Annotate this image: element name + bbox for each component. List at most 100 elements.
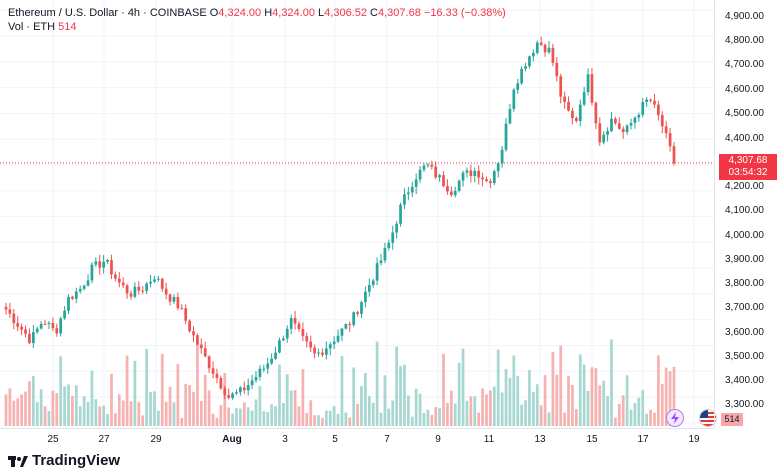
candle-body — [438, 175, 441, 178]
candle-body — [8, 309, 12, 314]
candle-body — [63, 310, 66, 319]
volume-bar — [414, 388, 418, 426]
volume-bar — [563, 412, 566, 426]
lightning-icon[interactable] — [666, 409, 684, 427]
candle-body — [469, 170, 473, 176]
volume-bar — [625, 375, 629, 426]
volume-bar — [313, 415, 316, 426]
candle-body — [51, 322, 55, 329]
volume-bar — [664, 367, 668, 426]
volume-bar — [485, 394, 488, 426]
volume-bar — [614, 417, 617, 426]
volume-bar — [395, 346, 399, 426]
candle-body — [184, 308, 188, 321]
volume-bar — [145, 348, 148, 426]
tradingview-logo[interactable]: TradingView — [8, 452, 120, 469]
volume-bar — [512, 355, 516, 426]
candle-body — [406, 192, 410, 195]
candle-body — [383, 248, 387, 261]
volume-bar — [508, 377, 512, 426]
candle-body — [59, 318, 63, 334]
volume-bar — [543, 375, 547, 426]
candle-body — [637, 114, 641, 118]
candle-body — [660, 115, 664, 127]
volume-bar — [129, 401, 133, 426]
candle-body — [524, 66, 527, 69]
us-flag-icon[interactable] — [699, 409, 717, 427]
price-chart[interactable] — [0, 0, 714, 428]
volume-bar — [621, 395, 625, 426]
volume-bar — [672, 366, 676, 426]
candle-body — [145, 283, 148, 291]
volume-bar — [227, 407, 231, 426]
volume-bar — [285, 374, 289, 426]
volume-bar — [301, 369, 305, 426]
volume-bar — [449, 390, 453, 426]
candle-body — [239, 387, 242, 393]
volume-bar — [246, 407, 250, 426]
time-tick: 19 — [688, 434, 700, 445]
candle-body — [199, 344, 203, 349]
time-axis[interactable]: 25 27 29 Aug 3 5 7 9 11 13 15 17 19 — [0, 428, 714, 451]
candle-body — [360, 302, 363, 314]
candle-body — [28, 333, 31, 344]
candle-body — [82, 285, 86, 289]
candle-body — [153, 279, 156, 282]
volume-bar — [360, 386, 363, 426]
candle-body — [47, 322, 51, 324]
candle-body — [649, 99, 652, 101]
candle-body — [348, 324, 352, 326]
candle-body — [594, 102, 598, 124]
volume-bar — [219, 405, 223, 426]
candle-body — [340, 328, 344, 336]
price-tick: 3,600.00 — [725, 327, 764, 338]
candle-body — [137, 286, 141, 291]
candle-body — [598, 123, 602, 143]
time-tick: 29 — [150, 434, 162, 445]
volume-bar — [453, 403, 457, 426]
volume-bar — [500, 392, 504, 426]
volume-bar — [117, 394, 121, 426]
candle-body — [602, 134, 606, 143]
volume-bar — [367, 396, 371, 426]
price-axis[interactable]: 4,900.00 4,800.00 4,700.00 4,600.00 4,50… — [714, 0, 780, 428]
volume-bar — [39, 389, 43, 426]
volume-bar — [235, 408, 238, 426]
volume-bar — [137, 402, 141, 426]
candle-body — [356, 312, 359, 314]
candle-body — [258, 368, 262, 377]
candle-body — [410, 186, 414, 193]
volume-bar — [172, 402, 176, 426]
candle-body — [278, 340, 281, 353]
candle-body — [192, 331, 195, 336]
volume-bar — [473, 396, 477, 426]
volume-bar — [149, 392, 152, 426]
candle-body — [215, 373, 219, 379]
volume-bar — [274, 406, 277, 426]
volume-bar — [160, 353, 164, 426]
symbol-legend: Ethereum / U.S. Dollar · 4h · COINBASE O… — [8, 7, 506, 19]
volume-bar — [28, 381, 31, 426]
tradingview-mark-icon — [8, 454, 28, 468]
candle-body — [532, 52, 535, 57]
candle-body — [352, 312, 356, 325]
time-tick: 13 — [534, 434, 546, 445]
candle-body — [657, 104, 660, 116]
volume-bar — [528, 370, 531, 426]
candle-body — [641, 102, 645, 115]
volume-bar — [352, 367, 356, 426]
chart-area[interactable]: Ethereum / U.S. Dollar · 4h · COINBASE O… — [0, 0, 717, 428]
volume-bar — [184, 383, 188, 426]
volume-bar — [250, 410, 254, 426]
volume-bar — [67, 384, 70, 426]
volume-bar — [418, 393, 422, 426]
volume-bar — [637, 397, 641, 426]
candle-body — [211, 368, 215, 374]
volume-bar — [31, 376, 35, 426]
candle-body — [250, 380, 254, 386]
candle-body — [74, 291, 78, 299]
change-value: −16.33 (−0.38%) — [423, 7, 506, 19]
candle-body — [24, 329, 27, 334]
candle-body — [172, 296, 176, 302]
candle-body — [426, 164, 430, 166]
